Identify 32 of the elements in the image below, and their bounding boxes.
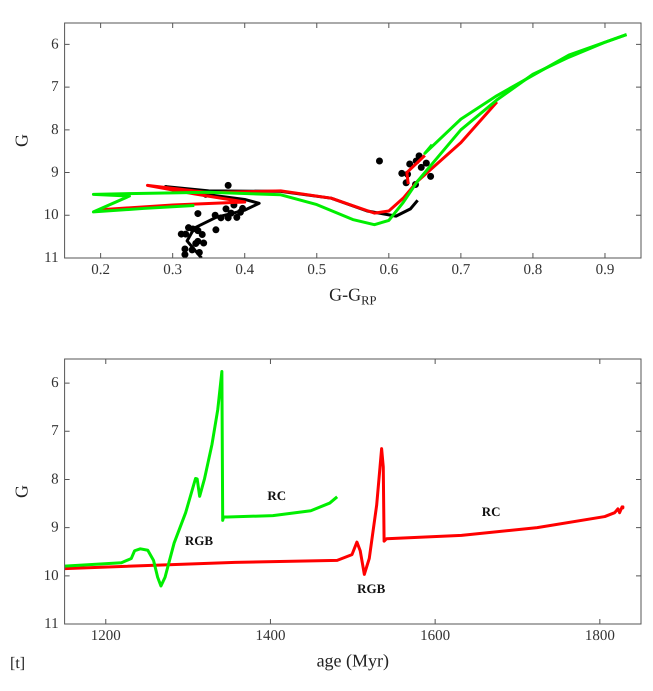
annotation: RGB xyxy=(357,580,386,596)
x-tick-label: 1200 xyxy=(90,628,121,644)
x-tick-label: 0.6 xyxy=(379,262,399,278)
x-tick-label: 1400 xyxy=(255,628,286,644)
annotation: RC xyxy=(267,488,286,504)
annotation: RGB xyxy=(184,533,214,548)
y-tick-label: 7 xyxy=(51,423,60,440)
y-tick-label: 11 xyxy=(44,616,59,632)
y-axis-title: G xyxy=(12,485,32,498)
y-tick-label: 6 xyxy=(51,36,60,52)
x-axis-title: age (Myr) xyxy=(316,650,390,671)
x-tick-label: 0.8 xyxy=(524,262,542,278)
text: [t] xyxy=(10,655,26,672)
y-tick-label: 6 xyxy=(51,375,60,392)
y-tick-label: 10 xyxy=(44,568,59,584)
annotation: RC xyxy=(482,504,501,520)
y-axis-title: G xyxy=(12,134,32,147)
y-tick-label: 9 xyxy=(51,520,59,536)
y-tick-label: 7 xyxy=(51,79,60,96)
x-tick-label: 0.3 xyxy=(163,262,182,278)
x-tick-label: 1800 xyxy=(584,628,615,644)
x-tick-label: 0.7 xyxy=(452,262,471,278)
x-tick-label: 0.9 xyxy=(596,262,614,278)
x-tick-label: 0.5 xyxy=(307,262,326,278)
x-tick-label: 0.2 xyxy=(91,262,110,278)
y-tick-label: 8 xyxy=(51,471,59,488)
x-tick-label: 1600 xyxy=(420,628,450,644)
y-tick-label: 11 xyxy=(44,250,59,266)
x-tick-label: 0.4 xyxy=(235,262,255,278)
y-tick-label: 8 xyxy=(51,122,59,138)
y-tick-label: 10 xyxy=(44,207,59,224)
y-tick-label: 9 xyxy=(51,164,59,180)
